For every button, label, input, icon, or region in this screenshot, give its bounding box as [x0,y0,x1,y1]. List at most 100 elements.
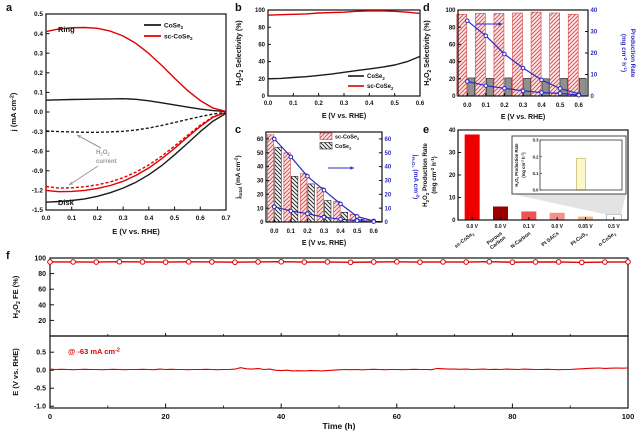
svg-text:0.0 V: 0.0 V [466,224,478,230]
svg-text:80: 80 [508,412,516,421]
svg-text:20: 20 [161,412,169,421]
svg-text:CoSe2: CoSe2 [164,22,184,30]
svg-text:100: 100 [622,412,635,421]
svg-text:50: 50 [385,151,392,157]
svg-text:40: 40 [38,302,46,309]
svg-text:0.3: 0.3 [519,103,528,109]
svg-text:0.0 V: 0.0 V [495,224,507,230]
svg-text:100: 100 [255,8,266,14]
svg-text:0: 0 [385,220,389,226]
panel-d-label: d [423,2,430,14]
svg-text:0: 0 [260,220,264,226]
svg-text:100: 100 [445,8,456,14]
svg-text:0.3: 0.3 [320,229,329,235]
svg-text:(mg cm-2 h-1): (mg cm-2 h-1) [430,156,438,194]
svg-text:-1.5: -1.5 [32,207,44,214]
svg-text:30: 30 [449,151,456,157]
svg-text:80: 80 [258,25,265,31]
panel-c-chart-current-densities: 0 0 10 10 20 20 30 30 40 40 50 50 60 60 0.0 0.1 0.2 0.3 0.… [234,131,420,247]
svg-text:60: 60 [38,287,46,294]
svg-text:-0.6: -0.6 [32,148,44,155]
svg-text:0.5: 0.5 [556,103,565,109]
svg-text:0.7: 0.7 [221,215,230,222]
svg-text:40: 40 [591,8,598,14]
svg-text:30: 30 [591,30,598,36]
svg-text:40: 40 [257,165,264,171]
svg-text:0.05 V: 0.05 V [578,224,593,230]
svg-text:20: 20 [591,51,598,57]
svg-text:0.2: 0.2 [314,101,323,107]
svg-text:0.2: 0.2 [500,103,509,109]
svg-text:sc-CoSe2: sc-CoSe2 [164,33,193,41]
svg-text:Pt-CuSx: Pt-CuSx [570,230,590,248]
svg-text:CoSe2: CoSe2 [367,74,385,81]
panel-d: d 0 20 40 60 80 100 0 10 20 30 40 0.0 0.1 0.2 0.3 0.4 0.… [420,2,637,122]
svg-text:0.0: 0.0 [36,368,46,375]
panel-b: b 0.0 0.1 0.2 0.3 0.4 0.5 0.6 0 20 40 60 80 100 CoSe2… [232,2,426,122]
svg-text:-0.5: -0.5 [34,386,46,393]
svg-text:0.6: 0.6 [575,103,584,109]
svg-text:H2O2 Selectivity (%): H2O2 Selectivity (%) [424,20,433,86]
svg-text:40: 40 [277,412,285,421]
svg-text:50: 50 [257,151,264,157]
svg-text:E (V vs. RHE): E (V vs. RHE) [112,227,160,236]
svg-text:40: 40 [449,60,456,66]
svg-text:E (V vs. RHE): E (V vs. RHE) [322,113,366,120]
svg-text:Ring: Ring [58,25,75,34]
svg-text:80: 80 [38,271,46,278]
svg-text:0.0: 0.0 [34,109,43,116]
svg-text:0.2: 0.2 [533,154,539,159]
svg-text:0.0: 0.0 [270,229,279,235]
svg-text:H2O2: H2O2 [96,150,110,157]
svg-text:0.6: 0.6 [370,229,379,235]
svg-text:E (V vs. RHE): E (V vs. RHE) [11,348,20,396]
svg-text:100: 100 [34,256,46,263]
panel-d-chart-selectivity-production-rate: 0 20 40 60 80 100 0 10 20 30 40 0.0 0.1 0.2 0.3 0.4 0.5 0… [424,8,636,121]
svg-text:Production Rate: Production Rate [629,29,636,78]
svg-text:40: 40 [258,60,265,66]
svg-text:sc-CoSe2: sc-CoSe2 [335,135,360,142]
svg-text:0.2: 0.2 [303,229,312,235]
svg-text:0.5: 0.5 [170,215,179,222]
svg-text:jtotal (mA cm-2): jtotal (mA cm-2) [234,155,243,199]
svg-text:0.1: 0.1 [533,171,539,176]
panel-f: f 20 40 60 80 100 -1.0 -0.5 0.0 0.5 0 20 40 60 80 100 @… [6,250,636,432]
svg-text:0: 0 [262,94,266,100]
svg-text:20: 20 [258,77,265,83]
svg-text:0.0: 0.0 [463,103,472,109]
svg-text:j (mA cm-2): j (mA cm-2) [9,92,18,132]
panel-a-chart-rrde-currents: 0.0 0.1 0.2 0.3 0.4 0.5 0.6 0.7 0.5 0.4 0.3 0.2 0.1 0… [9,11,231,236]
svg-text:10: 10 [449,196,456,202]
svg-text:-0.3: -0.3 [32,129,44,136]
svg-text:20: 20 [257,192,264,198]
panel-c: c 0 0 10 10 20 20 30 30 40 40 50 50 60 60 0.0 0.1 0.2 0.3… [232,122,422,250]
svg-text:0.3: 0.3 [119,215,128,222]
panel-a-label: a [6,2,13,14]
svg-text:0.1: 0.1 [287,229,296,235]
svg-text:0: 0 [452,94,456,100]
svg-text:N-Carbon: N-Carbon [510,231,532,250]
svg-text:-1.0: -1.0 [34,404,46,411]
svg-text:0.2: 0.2 [93,215,102,222]
svg-text:60: 60 [393,412,401,421]
svg-text:0.4: 0.4 [144,215,153,222]
svg-text:H2O2 Production Rate: H2O2 Production Rate [422,143,430,207]
svg-text:60: 60 [257,137,264,143]
svg-text:0.1: 0.1 [289,101,298,107]
svg-text:0.6: 0.6 [416,101,425,107]
svg-text:0.1 V: 0.1 V [523,224,535,230]
panel-e-label: e [423,124,430,136]
svg-text:0.4: 0.4 [336,229,345,235]
svg-text:60: 60 [385,137,392,143]
svg-text:0.6: 0.6 [196,215,205,222]
svg-text:0.4: 0.4 [537,103,546,109]
svg-text:E (V vs. RHE): E (V vs. RHE) [302,240,346,247]
svg-text:0.4: 0.4 [34,31,43,38]
panel-f-label: f [6,250,10,262]
svg-text:0.0 V: 0.0 V [551,224,563,230]
panel-f-chart-stability-test: 20 40 60 80 100 -1.0 -0.5 0.0 0.5 0 20 40 60 80 100 @ -… [11,256,635,432]
svg-text:30: 30 [257,179,264,185]
svg-text:(mg cm-2 h-1): (mg cm-2 h-1) [521,152,526,178]
svg-text:40: 40 [385,165,392,171]
svg-text:40: 40 [449,128,456,134]
